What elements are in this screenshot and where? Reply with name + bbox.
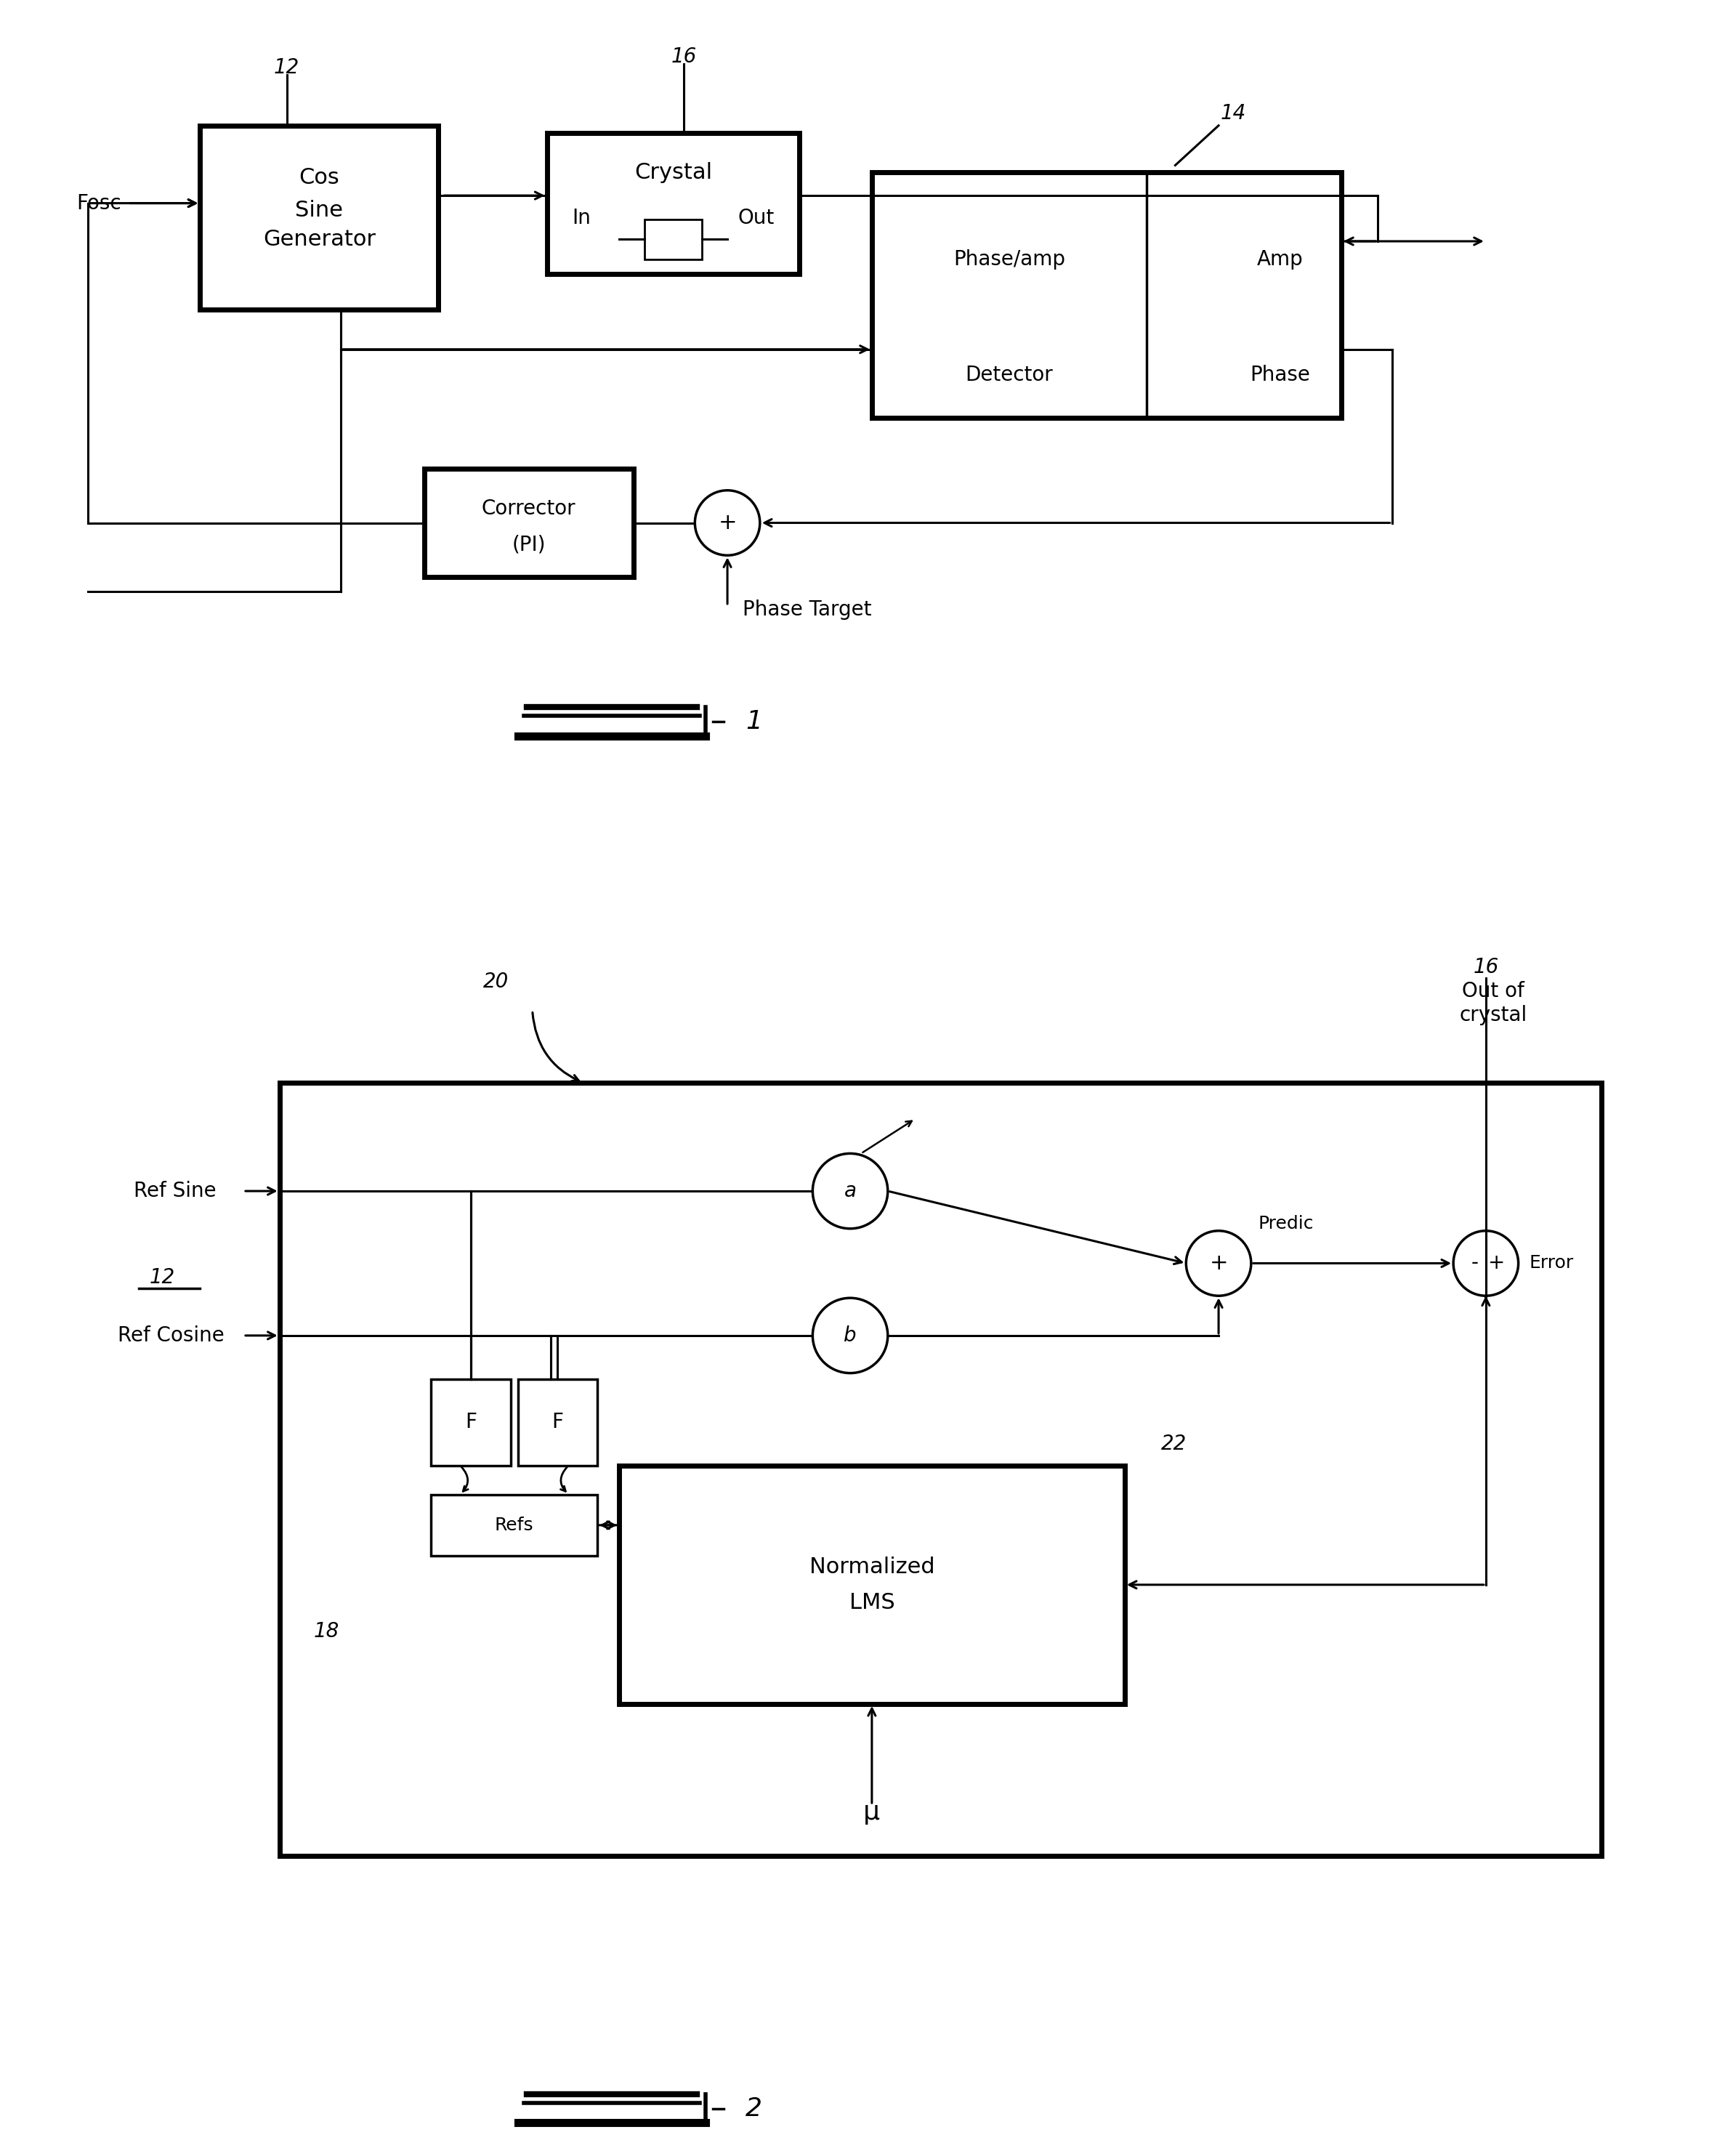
- Text: 22: 22: [1161, 1434, 1186, 1453]
- Text: (PI): (PI): [512, 535, 546, 554]
- Text: Ref Sine: Ref Sine: [134, 1181, 216, 1201]
- Text: LMS: LMS: [850, 1593, 895, 1613]
- Text: Normalized: Normalized: [809, 1557, 934, 1578]
- Text: 20: 20: [484, 972, 508, 992]
- Text: μ: μ: [864, 1800, 881, 1824]
- Bar: [519, 1380, 598, 1466]
- Text: Generator: Generator: [263, 229, 376, 250]
- Text: Detector: Detector: [965, 364, 1053, 386]
- Text: +: +: [1209, 1253, 1228, 1274]
- Text: Out: Out: [738, 207, 774, 229]
- Bar: [431, 1380, 510, 1466]
- Text: 12: 12: [149, 1268, 175, 1287]
- Bar: [424, 468, 634, 578]
- Bar: [620, 1466, 1125, 1703]
- Text: a: a: [845, 1181, 857, 1201]
- Bar: [280, 1082, 1602, 1856]
- Text: Crystal: Crystal: [634, 162, 713, 183]
- Text: Phase/amp: Phase/amp: [953, 248, 1065, 270]
- Text: -: -: [1471, 1253, 1478, 1274]
- Text: 14: 14: [1221, 103, 1247, 123]
- Text: 16: 16: [1473, 957, 1499, 977]
- Text: 18: 18: [314, 1621, 340, 1643]
- Text: Error: Error: [1530, 1255, 1574, 1272]
- Bar: [644, 220, 702, 259]
- Text: +: +: [718, 513, 737, 533]
- Text: b: b: [843, 1326, 857, 1345]
- Text: Cos: Cos: [299, 168, 340, 188]
- Text: Refs: Refs: [494, 1516, 534, 1533]
- Text: Phase Target: Phase Target: [742, 599, 871, 619]
- Text: 12: 12: [275, 58, 299, 78]
- Text: Sine: Sine: [295, 201, 343, 220]
- Text: Fosc: Fosc: [77, 194, 122, 213]
- Bar: [872, 172, 1341, 418]
- Text: Corrector: Corrector: [482, 498, 575, 520]
- Text: 16: 16: [671, 47, 697, 67]
- Text: Out of
crystal: Out of crystal: [1459, 981, 1526, 1024]
- Text: Ref Cosine: Ref Cosine: [118, 1326, 225, 1345]
- Bar: [546, 134, 800, 274]
- Text: 2: 2: [745, 2096, 762, 2122]
- Text: 1: 1: [745, 709, 762, 733]
- Text: Amp: Amp: [1257, 248, 1303, 270]
- Text: Predic: Predic: [1259, 1214, 1314, 1233]
- Text: +: +: [1489, 1253, 1506, 1274]
- Text: F: F: [465, 1412, 477, 1432]
- Text: Phase: Phase: [1250, 364, 1310, 386]
- Text: F: F: [551, 1412, 563, 1432]
- Bar: [201, 125, 438, 310]
- Text: In: In: [572, 207, 591, 229]
- Bar: [431, 1494, 598, 1557]
